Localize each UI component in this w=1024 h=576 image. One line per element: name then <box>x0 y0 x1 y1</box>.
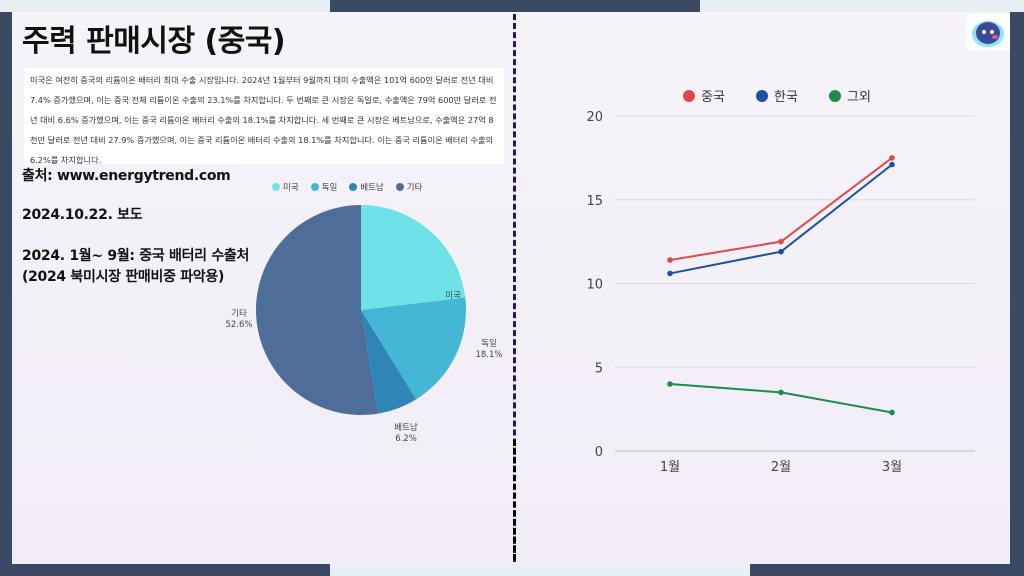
data-point <box>667 270 673 277</box>
data-point <box>667 257 673 263</box>
x-tick-label: 1월 <box>660 460 680 475</box>
pie-label: 독일 <box>481 339 497 349</box>
data-point <box>889 409 895 416</box>
page-title: 주력 판매시장 (중국) <box>22 24 286 59</box>
legend-swatch <box>395 183 404 191</box>
pie-legend-item: 베트남 <box>349 181 384 193</box>
legend-label: 베트남 <box>360 183 384 193</box>
y-tick-label: 15 <box>586 194 603 209</box>
pie-label: 기타 <box>231 309 247 319</box>
pie-slice <box>361 310 417 414</box>
data-point <box>889 155 895 161</box>
legend-label: 미국 <box>283 183 299 193</box>
caption-line-1: 2024. 1월~ 9월: 중국 배터리 수출처 <box>22 248 250 264</box>
frame-bottom-mid <box>330 564 750 576</box>
legend-label: 독일 <box>321 183 338 193</box>
pie-value-label: 6.2% <box>395 434 417 444</box>
series-line <box>669 157 893 262</box>
pie-label: 미국 <box>445 291 461 301</box>
frame-top-right <box>700 0 1024 12</box>
pie-slice <box>361 205 466 310</box>
data-point <box>778 238 784 245</box>
line-legend-china: 중국 <box>683 86 725 105</box>
y-tick-label: 10 <box>586 278 603 293</box>
caption-line-2: (2024 북미시장 판매비중 파악용) <box>22 269 225 285</box>
legend-dot <box>829 89 841 102</box>
line-legend-other: 그외 <box>829 86 871 105</box>
date-text: 2024.10.22. 보도 <box>22 207 143 223</box>
pie-legend: 미국 독일 베트남 기타 <box>272 181 422 193</box>
data-point <box>778 389 784 396</box>
x-tick-label: 3월 <box>882 460 902 475</box>
legend-label: 중국 <box>701 90 725 105</box>
y-tick-label: 5 <box>595 361 603 376</box>
legend-label: 그외 <box>847 90 871 105</box>
pie-value-label: 52.6% <box>225 320 252 330</box>
pie-legend-item: 기타 <box>395 181 423 193</box>
description-box: 미국은 여전히 중국의 리튬이온 배터리 최대 수출 시장입니다. 2024년 … <box>24 68 504 165</box>
pie-value-label: 18.1% <box>475 350 502 360</box>
pie-label: 베트남 <box>394 423 418 433</box>
data-point <box>667 381 673 387</box>
legend-dot <box>683 89 695 102</box>
pie-slice <box>256 205 379 415</box>
y-tick-label: 20 <box>586 110 603 125</box>
y-tick-label: 0 <box>595 445 603 460</box>
pie-slice <box>361 297 466 400</box>
pie-legend-item: 독일 <box>310 181 338 193</box>
series-line <box>669 163 893 275</box>
legend-label: 한국 <box>774 90 798 105</box>
series-line <box>669 383 893 414</box>
divider-line-bottom <box>513 440 516 560</box>
line-chart: 0 5 10 15 20 1월 2월 3월 <box>586 110 975 475</box>
source-text: 출처: www.energytrend.com <box>22 168 231 184</box>
frame-top-left <box>0 0 330 12</box>
data-point <box>778 248 784 255</box>
legend-swatch <box>310 183 319 191</box>
mascot-icon <box>966 14 1010 50</box>
divider-line <box>513 14 516 562</box>
legend-label: 기타 <box>406 183 423 193</box>
data-point <box>889 161 895 168</box>
legend-swatch <box>272 183 280 191</box>
line-legend-korea: 한국 <box>756 86 798 105</box>
legend-dot <box>756 89 768 102</box>
pie-legend-item: 미국 <box>272 181 299 193</box>
x-tick-label: 2월 <box>771 460 791 475</box>
legend-swatch <box>349 183 358 191</box>
